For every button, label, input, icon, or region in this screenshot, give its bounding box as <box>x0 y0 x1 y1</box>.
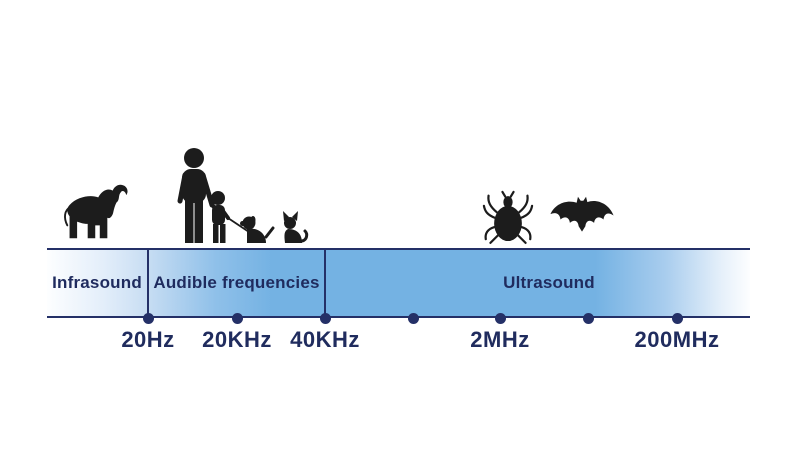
axis-dot-200mhz <box>671 313 683 324</box>
tick-label-2mhz: 2MHz <box>470 327 530 352</box>
axis-dot-40khz <box>319 313 331 324</box>
elephant-icon <box>64 184 128 239</box>
axis-dot-unlabeled-1 <box>407 313 419 324</box>
tick-insect-icon <box>482 190 534 244</box>
cat-icon <box>283 211 309 243</box>
leash <box>227 217 250 233</box>
axis-dot-unlabeled-2 <box>582 313 594 324</box>
section-label-ultrasound: Ultrasound <box>503 273 595 292</box>
axis-dot-2mhz <box>494 313 506 324</box>
tick-label-20hz: 20Hz <box>121 327 175 352</box>
child-figure-icon <box>210 191 230 243</box>
tick-label-20khz: 20KHz <box>202 327 272 352</box>
tick-label-200mhz: 200MHz <box>634 327 720 352</box>
section-label-infrasound: Infrasound <box>52 273 142 292</box>
band-divider-40khz <box>324 250 326 316</box>
tick-label-40khz: 40KHz <box>290 327 360 352</box>
family-and-pets-icon <box>177 148 309 243</box>
dog-icon <box>240 216 275 243</box>
bat-icon <box>550 196 614 232</box>
adult-figure-icon <box>177 148 215 243</box>
spectrum-band: Infrasound Audible frequencies Ultrasoun… <box>47 248 750 318</box>
band-divider-20hz <box>147 250 149 316</box>
axis-dot-20hz <box>142 313 154 324</box>
axis-dot-20khz <box>231 313 243 324</box>
elephant-tail <box>64 206 72 227</box>
section-label-audible: Audible frequencies <box>153 273 320 292</box>
